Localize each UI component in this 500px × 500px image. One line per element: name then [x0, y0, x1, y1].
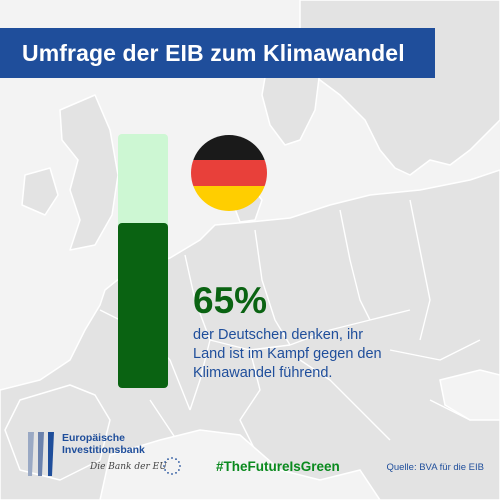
- germany-flag-icon: [191, 135, 267, 211]
- eu-stars-icon: [163, 457, 181, 475]
- flag-stripe-red: [191, 160, 267, 186]
- eib-logo-name: Europäische Investitionsbank: [62, 432, 145, 456]
- page-title: Umfrage der EIB zum Klimawandel: [22, 39, 405, 66]
- source-note: Quelle: BVA für die EIB: [386, 462, 484, 473]
- percent-value: 65%: [193, 280, 268, 321]
- eib-logo-mark-icon: [28, 432, 54, 476]
- stat-description: der Deutschen denken, ihr Land ist im Ka…: [193, 327, 382, 381]
- percentage-bar-fill: [118, 222, 168, 388]
- eib-logo-line2: Investitionsbank: [62, 444, 145, 456]
- title-banner: Umfrage der EIB zum Klimawandel: [0, 28, 435, 78]
- eib-logo-tagline: Die Bank der EU: [90, 462, 167, 472]
- campaign-hashtag[interactable]: #TheFutureIsGreen: [216, 459, 340, 474]
- percentage-bar: [118, 134, 168, 388]
- eib-logo[interactable]: Europäische Investitionsbank Die Bank de…: [26, 430, 186, 480]
- eib-logo-line1: Europäische: [62, 432, 126, 444]
